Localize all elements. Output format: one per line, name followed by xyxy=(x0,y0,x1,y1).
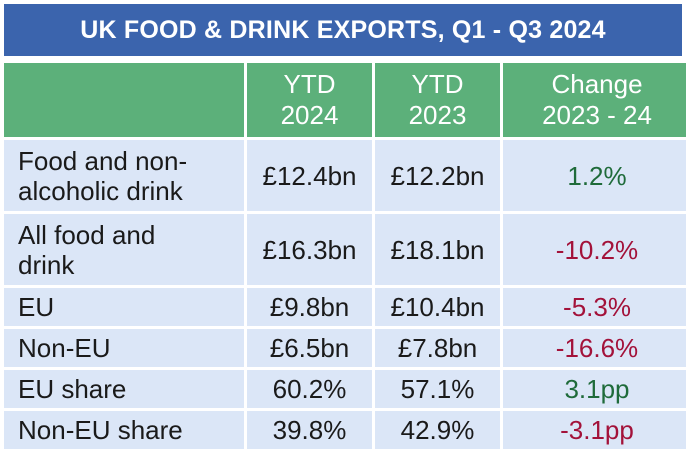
header-blank xyxy=(4,63,244,137)
header-ytd-2024-line1: YTD xyxy=(283,69,336,99)
cell-ytd-2023: 57.1% xyxy=(375,370,500,408)
cell-change: -5.3% xyxy=(503,288,686,326)
header-ytd-2024-line2: 2024 xyxy=(280,100,339,130)
cell-change: 3.1pp xyxy=(503,370,686,408)
cell-change: -3.1pp xyxy=(503,411,686,449)
header-row: YTD 2024 YTD 2023 Change 2023 - 24 xyxy=(4,63,686,137)
cell-ytd-2024: £6.5bn xyxy=(247,329,372,367)
cell-ytd-2023: £10.4bn xyxy=(375,288,500,326)
row-label: Non-EU share xyxy=(4,411,244,449)
header-change-line2: 2023 - 24 xyxy=(542,100,652,130)
table-row: EU £9.8bn £10.4bn -5.3% xyxy=(4,288,686,326)
row-label: EU xyxy=(4,288,244,326)
header-change: Change 2023 - 24 xyxy=(503,63,686,137)
exports-table: YTD 2024 YTD 2023 Change 2023 - 24 Food … xyxy=(1,60,686,452)
row-label-line1: Food and non- xyxy=(18,145,188,176)
cell-ytd-2024: 39.8% xyxy=(247,411,372,449)
table-row: Non-EU £6.5bn £7.8bn -16.6% xyxy=(4,329,686,367)
table-title: UK FOOD & DRINK EXPORTS, Q1 - Q3 2024 xyxy=(4,4,682,56)
row-label-line2: alcoholic drink xyxy=(18,175,183,206)
cell-ytd-2024: £12.4bn xyxy=(247,140,372,211)
header-ytd-2023: YTD 2023 xyxy=(375,63,500,137)
header-ytd-2023-line2: 2023 xyxy=(408,100,467,130)
row-label-line1: All food and xyxy=(18,219,156,250)
row-label: Non-EU xyxy=(4,329,244,367)
header-ytd-2024: YTD 2024 xyxy=(247,63,372,137)
cell-ytd-2023: £12.2bn xyxy=(375,140,500,211)
cell-change: 1.2% xyxy=(503,140,686,211)
header-ytd-2023-line1: YTD xyxy=(411,69,464,99)
cell-ytd-2023: 42.9% xyxy=(375,411,500,449)
exports-summary-card: UK FOOD & DRINK EXPORTS, Q1 - Q3 2024 YT… xyxy=(4,4,686,449)
table-row: Food and non- alcoholic drink £12.4bn £1… xyxy=(4,140,686,211)
cell-ytd-2023: £7.8bn xyxy=(375,329,500,367)
row-label: All food and drink xyxy=(4,214,244,285)
table-row: All food and drink £16.3bn £18.1bn -10.2… xyxy=(4,214,686,285)
cell-ytd-2024: 60.2% xyxy=(247,370,372,408)
cell-ytd-2024: £16.3bn xyxy=(247,214,372,285)
row-label-line2: drink xyxy=(18,249,75,280)
cell-ytd-2023: £18.1bn xyxy=(375,214,500,285)
row-label: Food and non- alcoholic drink xyxy=(4,140,244,211)
cell-change: -16.6% xyxy=(503,329,686,367)
table-row: EU share 60.2% 57.1% 3.1pp xyxy=(4,370,686,408)
cell-change: -10.2% xyxy=(503,214,686,285)
table-row: Non-EU share 39.8% 42.9% -3.1pp xyxy=(4,411,686,449)
row-label: EU share xyxy=(4,370,244,408)
header-change-line1: Change xyxy=(551,69,643,99)
cell-ytd-2024: £9.8bn xyxy=(247,288,372,326)
